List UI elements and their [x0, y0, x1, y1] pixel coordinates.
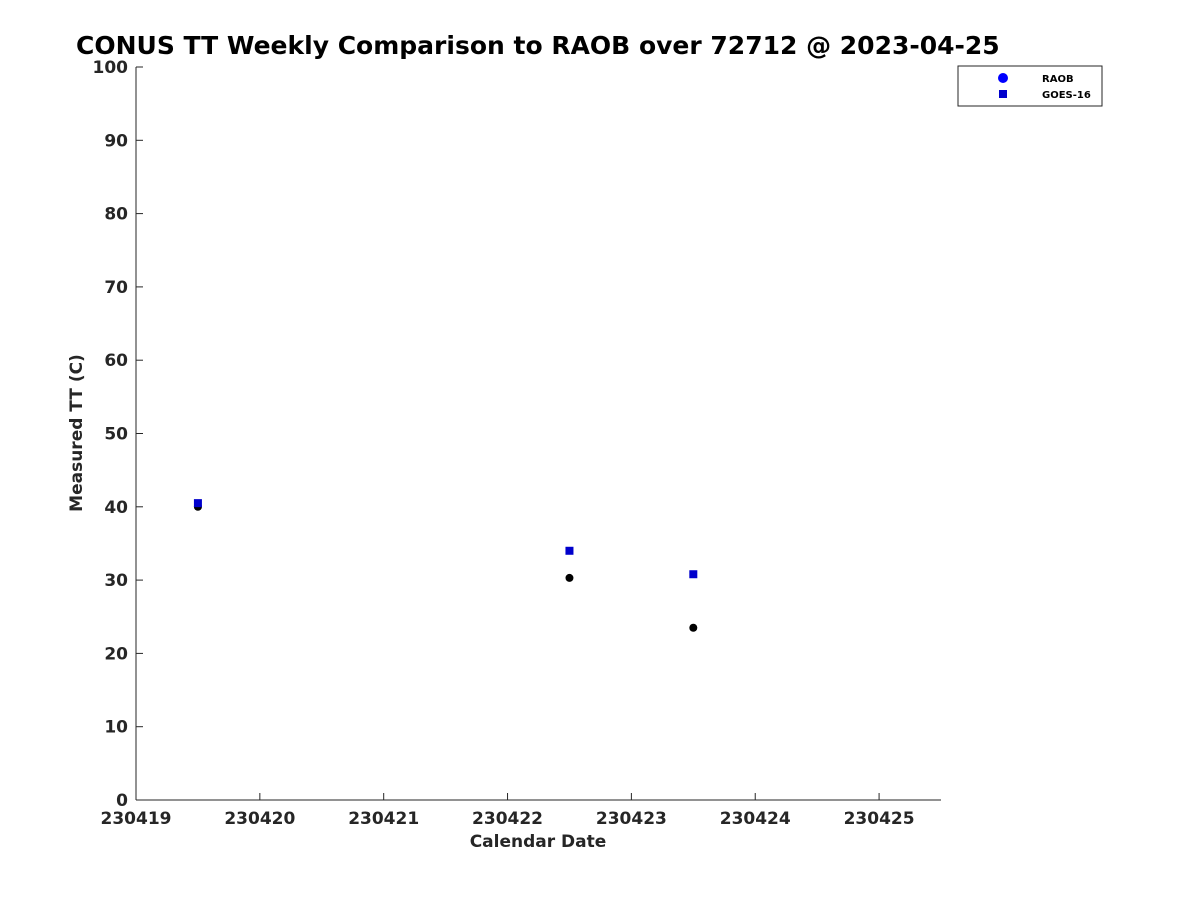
y-tick-label: 70 — [104, 278, 128, 298]
x-tick-label: 230422 — [472, 809, 543, 829]
legend-label-goes-16: GOES-16 — [1042, 90, 1091, 101]
goes-16-point — [565, 546, 574, 555]
x-tick-label: 230423 — [596, 809, 667, 829]
axes — [135, 67, 941, 801]
y-tick-label: 0 — [116, 791, 128, 811]
legend-label-raob: RAOB — [1042, 74, 1074, 85]
y-tick-label: 50 — [104, 425, 128, 445]
x-ticks: 230419 230420 230421 230422 230423 230424 2304… — [101, 793, 915, 829]
x-axis-label: Calendar Date — [470, 832, 607, 852]
y-tick-label: 80 — [104, 205, 128, 225]
x-tick-label: 230421 — [348, 809, 419, 829]
legend-marker-goes-16 — [999, 90, 1007, 98]
raob-point — [689, 623, 698, 632]
legend-box — [957, 65, 1103, 107]
goes-16-point — [193, 499, 202, 508]
y-tick-label: 60 — [104, 351, 128, 371]
legend-marker-raob — [998, 73, 1008, 83]
chart-title: CONUS TT Weekly Comparison to RAOB over … — [76, 31, 1000, 60]
data-points — [193, 499, 698, 632]
y-tick-label: 20 — [104, 644, 128, 664]
y-tick-label: 40 — [104, 498, 128, 518]
y-tick-label: 10 — [104, 718, 128, 738]
y-ticks: 0 10 20 30 40 50 60 70 80 90 100 — [93, 58, 143, 811]
y-tick-label: 100 — [93, 58, 129, 78]
goes-16-point — [689, 570, 698, 579]
raob-point — [565, 573, 574, 582]
legend: RAOB GOES-16 — [957, 65, 1103, 107]
x-tick-label: 230420 — [224, 809, 295, 829]
x-tick-label: 230424 — [720, 809, 791, 829]
x-tick-label: 230425 — [844, 809, 915, 829]
y-tick-label: 30 — [104, 571, 128, 591]
y-axis-label: Measured TT (C) — [67, 354, 87, 512]
y-tick-label: 90 — [104, 131, 128, 151]
x-tick-label: 230419 — [101, 809, 172, 829]
